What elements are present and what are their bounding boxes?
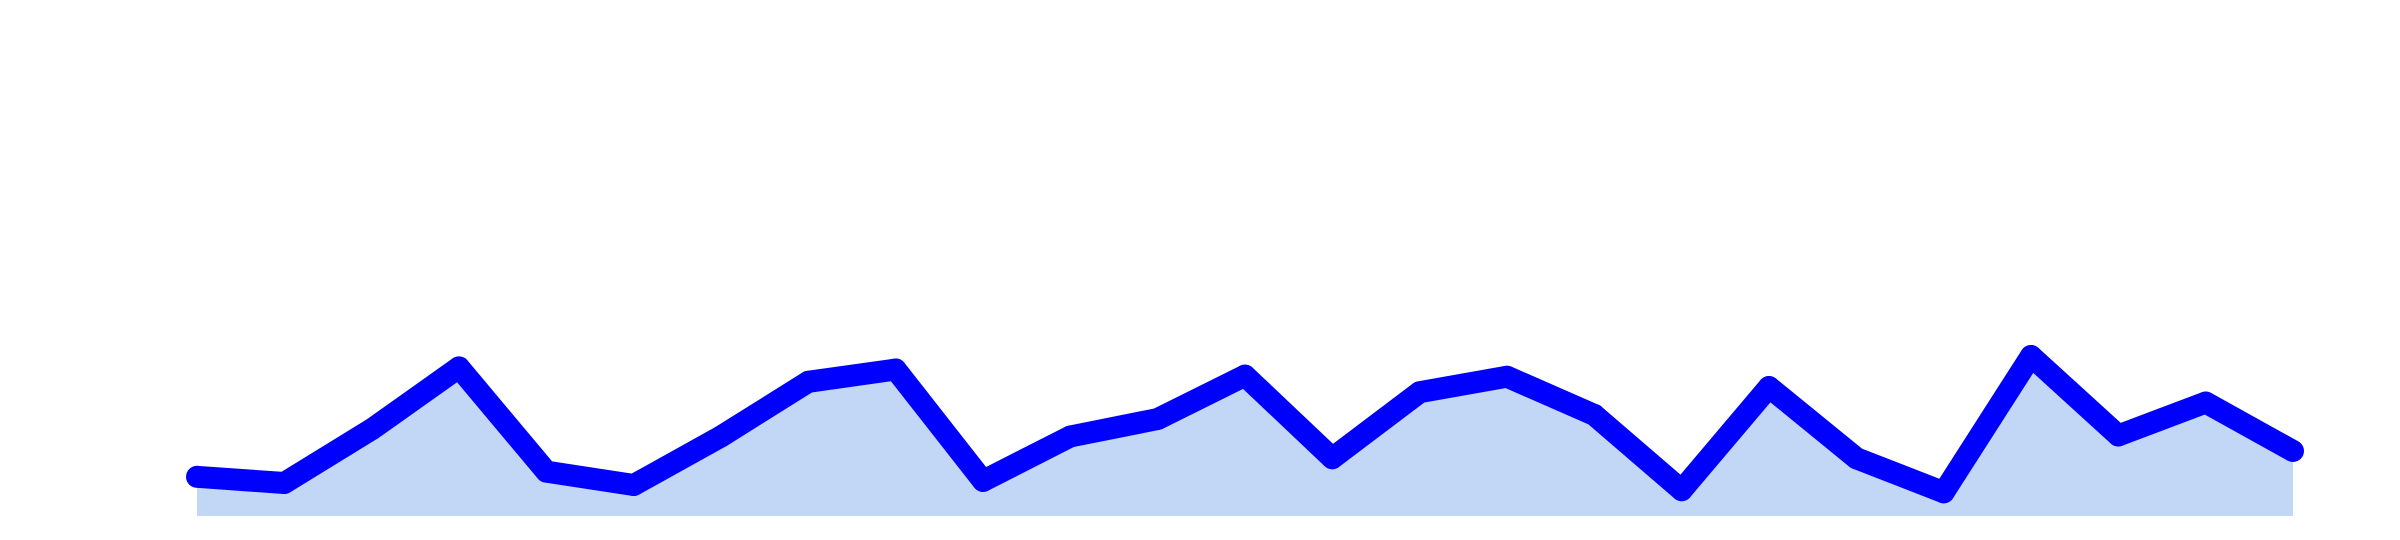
series-0-point-19 [1845, 447, 1868, 470]
series-0-point-23 [2194, 391, 2217, 414]
series-0-point-2 [360, 418, 383, 441]
series-0-point-11 [1146, 408, 1169, 430]
series-0-point-22 [2107, 424, 2130, 447]
series-0-point-10 [1059, 425, 1082, 448]
line-layer [186, 345, 2304, 504]
series-0-point-17 [1670, 479, 1693, 502]
series-0-point-0 [186, 465, 208, 488]
series-0-point-18 [1758, 376, 1780, 398]
series-0-point-16 [1583, 403, 1606, 426]
series-0-point-3 [448, 356, 470, 379]
series-0-point-4 [535, 460, 558, 483]
series-0-point-1 [273, 472, 296, 494]
series-0-point-21 [2020, 345, 2042, 367]
series-0-point-20 [1932, 481, 1955, 504]
series-0-point-7 [797, 370, 820, 393]
series-0-point-13 [1321, 447, 1344, 470]
series-0-point-8 [884, 358, 907, 381]
series-0-point-14 [1408, 381, 1431, 404]
series-0-point-15 [1496, 365, 1518, 388]
series-0-point-6 [710, 425, 732, 448]
series-0-point-9 [972, 469, 994, 492]
series-0-point-5 [622, 474, 645, 496]
series-0-point-12 [1234, 364, 1256, 387]
series-0-point-24 [2282, 440, 2304, 462]
